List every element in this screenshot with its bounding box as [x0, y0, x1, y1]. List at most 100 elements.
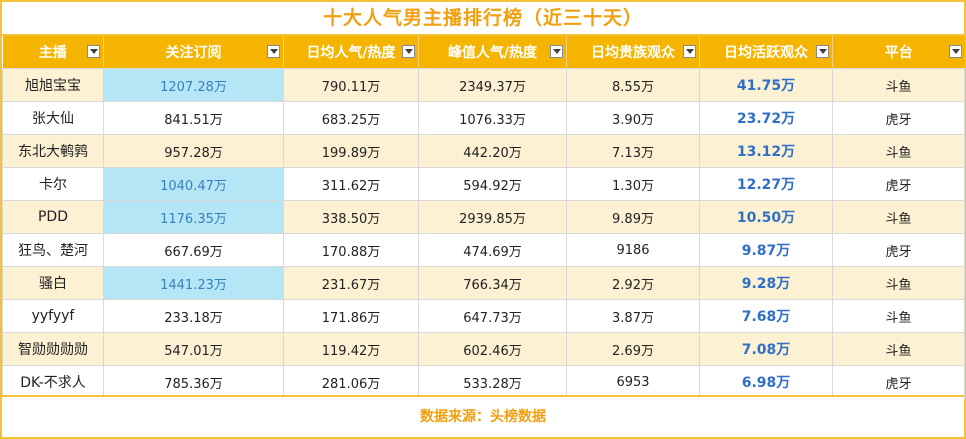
daily-popularity-cell: 231.67万 — [283, 266, 419, 300]
peak-popularity-cell: 2349.37万 — [418, 68, 567, 102]
subscriptions-cell: 1207.28万 — [103, 68, 284, 102]
platform-cell: 斗鱼 — [832, 200, 965, 234]
active-viewers-cell: 6.98万 — [699, 365, 833, 399]
filter-dropdown-icon[interactable] — [267, 45, 280, 58]
column-label: 日均活跃观众 — [724, 45, 808, 61]
filter-dropdown-icon[interactable] — [683, 45, 696, 58]
daily-popularity-cell: 683.25万 — [283, 101, 419, 135]
noble-viewers-cell: 3.90万 — [566, 101, 700, 135]
subscriptions-cell: 785.36万 — [103, 365, 284, 399]
active-viewers-cell: 9.87万 — [699, 233, 833, 267]
peak-popularity-cell: 1076.33万 — [418, 101, 567, 135]
streamer-name-cell: 卡尔 — [2, 167, 104, 201]
subscriptions-cell: 841.51万 — [103, 101, 284, 135]
streamer-name-cell: 狂鸟、楚河 — [2, 233, 104, 267]
table-body: 旭旭宝宝 1207.28万 790.11万 2349.37万 8.55万 41.75万 斗鱼… — [2, 68, 965, 399]
subscriptions-cell: 1040.47万 — [103, 167, 284, 201]
platform-cell: 虎牙 — [832, 167, 965, 201]
table-row: 智勋勋勋勋 547.01万 119.42万 602.46万 2.69万 7.08万 斗鱼 — [2, 332, 965, 366]
column-label: 主播 — [38, 45, 67, 61]
platform-cell: 斗鱼 — [832, 266, 965, 300]
peak-popularity-cell: 766.34万 — [418, 266, 567, 300]
column-header-active-viewers: 日均活跃观众 — [699, 36, 833, 69]
column-label: 峰值人气/热度 — [447, 45, 538, 61]
filter-dropdown-icon[interactable] — [948, 45, 962, 58]
table-row: 骚白 1441.23万 231.67万 766.34万 2.92万 9.28万 斗鱼 — [2, 266, 965, 300]
active-viewers-cell: 12.27万 — [699, 167, 833, 201]
header-row: 主播 关注订阅 日均人气/热度 峰值人气/热度 日均贵族观众 日均活跃观众 平台 — [2, 36, 965, 69]
noble-viewers-cell: 6953 — [566, 365, 700, 399]
column-header-subscriptions: 关注订阅 — [103, 36, 284, 69]
platform-cell: 斗鱼 — [832, 134, 965, 168]
active-viewers-cell: 9.28万 — [699, 266, 833, 300]
column-label: 关注订阅 — [165, 45, 222, 61]
column-header-streamer: 主播 — [2, 36, 104, 69]
column-label: 日均贵族观众 — [591, 45, 675, 61]
subscriptions-cell: 547.01万 — [103, 332, 284, 366]
peak-popularity-cell: 647.73万 — [418, 299, 567, 333]
peak-popularity-cell: 2939.85万 — [418, 200, 567, 234]
noble-viewers-cell: 1.30万 — [566, 167, 700, 201]
daily-popularity-cell: 199.89万 — [283, 134, 419, 168]
table-row: DK-不求人 785.36万 281.06万 533.28万 6953 6.98万 虎牙 — [2, 365, 965, 399]
active-viewers-cell: 13.12万 — [699, 134, 833, 168]
active-viewers-cell: 10.50万 — [699, 200, 833, 234]
peak-popularity-cell: 602.46万 — [418, 332, 567, 366]
peak-popularity-cell: 442.20万 — [418, 134, 567, 168]
daily-popularity-cell: 171.86万 — [283, 299, 419, 333]
filter-dropdown-icon[interactable] — [87, 45, 100, 58]
subscriptions-cell: 957.28万 — [103, 134, 284, 168]
table-row: 卡尔 1040.47万 311.62万 594.92万 1.30万 12.27万 虎牙 — [2, 167, 965, 201]
data-source-footer: 数据来源：头榜数据 — [2, 395, 964, 437]
table-row: 狂鸟、楚河 667.69万 170.88万 474.69万 9186 9.87万 虎牙 — [2, 233, 965, 267]
streamer-name-cell: 旭旭宝宝 — [2, 68, 104, 102]
platform-cell: 虎牙 — [832, 233, 965, 267]
noble-viewers-cell: 2.69万 — [566, 332, 700, 366]
platform-cell: 虎牙 — [832, 101, 965, 135]
table-row: 旭旭宝宝 1207.28万 790.11万 2349.37万 8.55万 41.75万 斗鱼 — [2, 68, 965, 102]
platform-cell: 斗鱼 — [832, 332, 965, 366]
column-header-noble-viewers: 日均贵族观众 — [566, 36, 700, 69]
daily-popularity-cell: 311.62万 — [283, 167, 419, 201]
active-viewers-cell: 7.08万 — [699, 332, 833, 366]
column-label: 平台 — [884, 45, 913, 61]
noble-viewers-cell: 3.87万 — [566, 299, 700, 333]
column-label: 日均人气/热度 — [306, 45, 396, 61]
active-viewers-cell: 23.72万 — [699, 101, 833, 135]
subscriptions-cell: 667.69万 — [103, 233, 284, 267]
streamer-name-cell: yyfyyf — [2, 299, 104, 333]
subscriptions-cell: 233.18万 — [103, 299, 284, 333]
streamer-name-cell: DK-不求人 — [2, 365, 104, 399]
daily-popularity-cell: 790.11万 — [283, 68, 419, 102]
subscriptions-cell: 1441.23万 — [103, 266, 284, 300]
streamer-name-cell: 东北大鹌鹑 — [2, 134, 104, 168]
table-row: yyfyyf 233.18万 171.86万 647.73万 3.87万 7.68万 斗鱼 — [2, 299, 965, 333]
filter-dropdown-icon[interactable] — [550, 45, 563, 58]
noble-viewers-cell: 9186 — [566, 233, 700, 267]
platform-cell: 斗鱼 — [832, 299, 965, 333]
table-row: 东北大鹌鹑 957.28万 199.89万 442.20万 7.13万 13.12万 斗鱼 — [2, 134, 965, 168]
peak-popularity-cell: 474.69万 — [418, 233, 567, 267]
noble-viewers-cell: 7.13万 — [566, 134, 700, 168]
peak-popularity-cell: 533.28万 — [418, 365, 567, 399]
sheet-title: 十大人气男主播排行榜（近三十天） — [2, 2, 964, 36]
streamer-name-cell: 张大仙 — [2, 101, 104, 135]
daily-popularity-cell: 119.42万 — [283, 332, 419, 366]
platform-cell: 斗鱼 — [832, 68, 965, 102]
peak-popularity-cell: 594.92万 — [418, 167, 567, 201]
noble-viewers-cell: 2.92万 — [566, 266, 700, 300]
streamer-name-cell: 智勋勋勋勋 — [2, 332, 104, 366]
platform-cell: 虎牙 — [832, 365, 965, 399]
table-row: 张大仙 841.51万 683.25万 1076.33万 3.90万 23.72万 虎牙 — [2, 101, 965, 135]
table-row: PDD 1176.35万 338.50万 2939.85万 9.89万 10.50万 斗鱼 — [2, 200, 965, 234]
active-viewers-cell: 41.75万 — [699, 68, 833, 102]
filter-dropdown-icon[interactable] — [402, 45, 415, 58]
active-viewers-cell: 7.68万 — [699, 299, 833, 333]
streamer-name-cell: PDD — [2, 200, 104, 234]
filter-dropdown-icon[interactable] — [816, 45, 829, 58]
streamer-name-cell: 骚白 — [2, 266, 104, 300]
noble-viewers-cell: 9.89万 — [566, 200, 700, 234]
noble-viewers-cell: 8.55万 — [566, 68, 700, 102]
daily-popularity-cell: 338.50万 — [283, 200, 419, 234]
